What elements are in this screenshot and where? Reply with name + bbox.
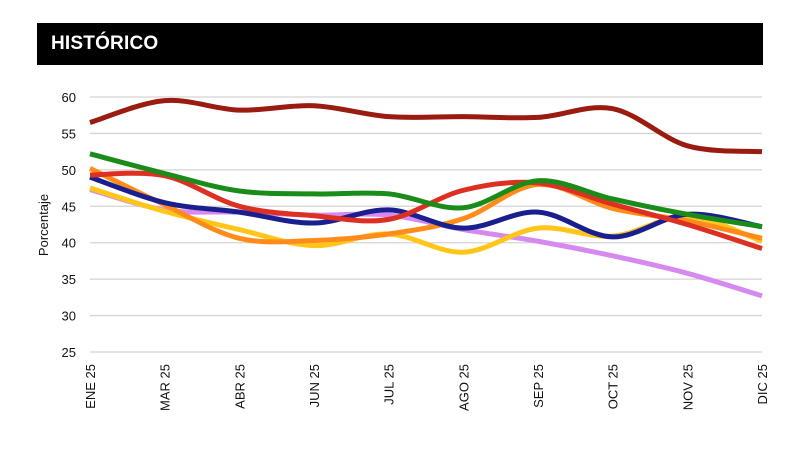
y-tick-label: 55: [62, 126, 76, 141]
x-tick-label: NOV 25: [680, 364, 695, 410]
x-tick-label: DIC 25: [755, 364, 770, 404]
x-tick-label: JUL 25: [382, 364, 397, 405]
chart-header: HISTÓRICO: [37, 23, 763, 65]
x-tick-label: ABR 25: [232, 364, 247, 409]
x-tick-label: JUN 25: [307, 364, 322, 407]
y-tick-label: 35: [62, 272, 76, 287]
x-tick-label: MAR 25: [158, 364, 173, 411]
x-tick-label: OCT 25: [606, 364, 621, 409]
y-tick-label: 30: [62, 309, 76, 324]
series-line-7: [89, 97, 763, 155]
y-tick-label: 45: [62, 199, 76, 214]
series-line-6: [89, 151, 763, 230]
x-tick-label: SEP 25: [531, 364, 546, 408]
y-tick-label: 40: [62, 236, 76, 251]
x-tick-label: AGO 25: [456, 364, 471, 411]
y-tick-label: 25: [62, 345, 76, 360]
y-tick-label: 60: [62, 90, 76, 105]
chart-title: HISTÓRICO: [51, 33, 159, 54]
y-axis-label: Porcentaje: [36, 194, 51, 256]
series-line-4: [89, 174, 763, 240]
y-tick-label: 50: [62, 163, 76, 178]
series-line-5: [89, 170, 763, 251]
x-tick-label: ENE 25: [83, 364, 98, 409]
